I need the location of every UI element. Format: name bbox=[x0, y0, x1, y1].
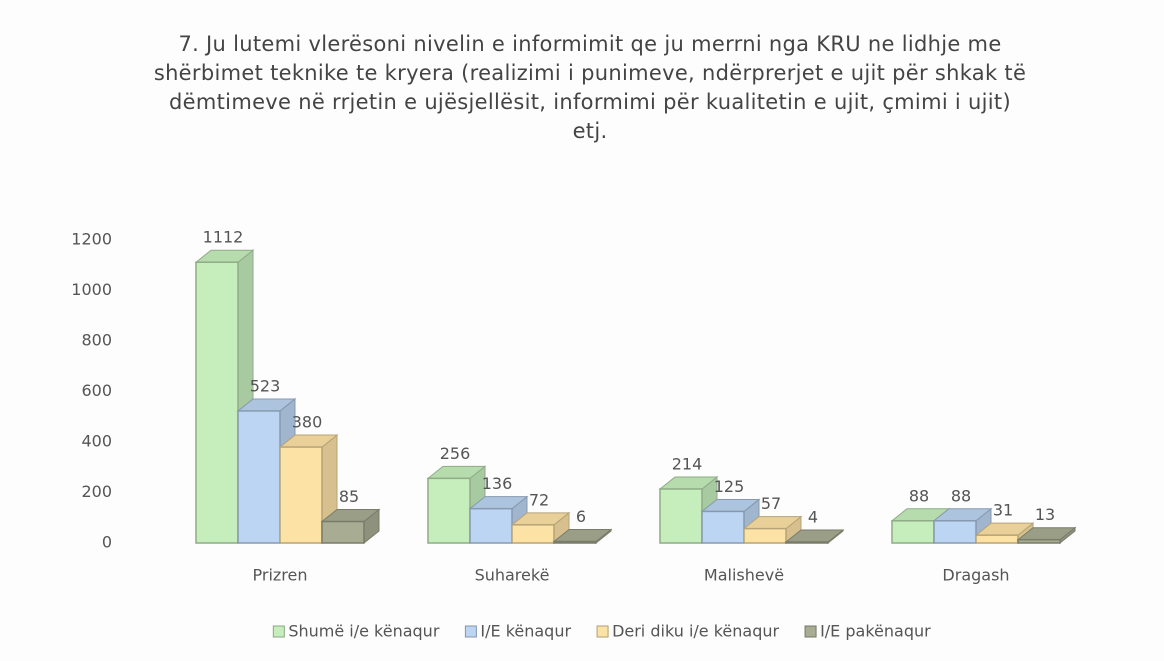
bar bbox=[553, 540, 597, 544]
bar bbox=[511, 524, 555, 544]
y-tick-label: 1200 bbox=[71, 230, 112, 249]
y-tick-label: 0 bbox=[102, 533, 112, 552]
legend-label: Shumë i/e kënaqur bbox=[288, 622, 440, 641]
data-label: 380 bbox=[292, 413, 323, 432]
bar bbox=[1017, 538, 1061, 544]
legend-swatch bbox=[464, 625, 477, 638]
data-label: 4 bbox=[808, 507, 818, 526]
x-tick-label: Malishevë bbox=[704, 566, 784, 585]
data-label: 214 bbox=[672, 454, 703, 473]
data-label: 136 bbox=[482, 474, 513, 493]
y-tick-label: 600 bbox=[81, 381, 112, 400]
legend-swatch bbox=[272, 625, 285, 638]
legend-swatch bbox=[804, 625, 817, 638]
bar bbox=[195, 261, 239, 544]
legend-label: I/E pakënaqur bbox=[820, 622, 931, 641]
bar bbox=[785, 541, 829, 544]
data-label: 6 bbox=[576, 507, 586, 526]
legend-swatch bbox=[596, 625, 609, 638]
y-tick-label: 200 bbox=[81, 482, 112, 501]
legend-label: Deri diku i/e kënaqur bbox=[612, 622, 779, 641]
bar bbox=[321, 520, 365, 544]
data-label: 85 bbox=[339, 487, 359, 506]
legend-label: I/E kënaqur bbox=[480, 622, 571, 641]
data-label: 31 bbox=[993, 501, 1013, 520]
y-tick-label: 400 bbox=[81, 432, 112, 451]
bar bbox=[891, 520, 935, 544]
data-label: 523 bbox=[250, 376, 281, 395]
bar bbox=[743, 527, 787, 544]
bar bbox=[975, 534, 1019, 544]
y-tick-label: 1000 bbox=[71, 280, 112, 299]
data-label: 1112 bbox=[203, 228, 244, 247]
x-tick-label: Prizren bbox=[253, 566, 308, 585]
data-label: 125 bbox=[714, 477, 745, 496]
data-label: 88 bbox=[909, 486, 929, 505]
bar bbox=[469, 507, 513, 544]
data-label: 57 bbox=[761, 494, 781, 513]
bar bbox=[279, 446, 323, 544]
data-label: 88 bbox=[951, 486, 971, 505]
data-label: 256 bbox=[440, 444, 471, 463]
bar bbox=[933, 520, 977, 544]
bar bbox=[659, 488, 703, 544]
legend: Shumë i/e kënaqur I/E kënaqur Deri diku i/… bbox=[272, 622, 931, 641]
data-label: 72 bbox=[529, 490, 549, 509]
bar bbox=[427, 477, 471, 544]
bar bbox=[237, 410, 281, 544]
bar bbox=[701, 510, 745, 544]
y-tick-label: 800 bbox=[81, 331, 112, 350]
x-tick-label: Dragash bbox=[942, 566, 1009, 585]
chart-title: 7. Ju lutemi vlerësoni nivelin e informi… bbox=[153, 32, 1027, 143]
x-tick-label: Suharekë bbox=[475, 566, 550, 585]
data-label: 13 bbox=[1035, 505, 1055, 524]
